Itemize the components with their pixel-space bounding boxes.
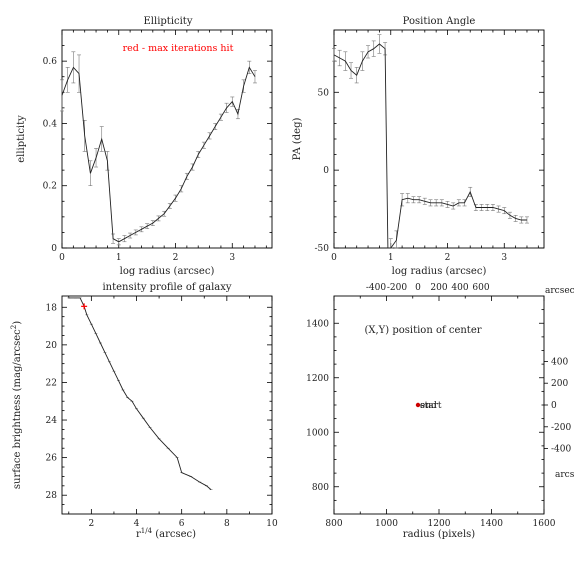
point-label-start: start	[420, 401, 442, 411]
center-position-right-axis-label: arcsec	[555, 470, 574, 480]
x-tick-label: 2	[173, 253, 179, 263]
intensity-profile-title: intensity profile of galaxy	[102, 282, 231, 293]
y-tick-label: 24	[46, 416, 58, 426]
y-tick-label: 18	[46, 303, 58, 313]
y-tick-label: 0.6	[43, 57, 58, 67]
x-tick-label: 2	[445, 253, 451, 263]
position-angle-title: Position Angle	[403, 16, 476, 27]
top-tick-label: -400	[366, 283, 386, 293]
center-position-title: (X,Y) position of center	[364, 325, 481, 336]
x-tick-label: 0	[331, 253, 337, 263]
top-tick-label: 200	[430, 283, 447, 293]
right-tick-label: -400	[551, 445, 571, 455]
intensity-profile-point-marks	[67, 297, 213, 490]
x-tick-label: 8	[224, 519, 230, 529]
x-tick-label: 1000	[375, 519, 398, 529]
y-tick-label: 1000	[306, 428, 329, 438]
ellipticity-axes	[61, 29, 273, 249]
ellipticity-error-bars	[60, 51, 257, 246]
position-angle-series-line	[333, 43, 527, 249]
x-tick-label: 3	[229, 253, 235, 263]
position-angle-axes	[333, 29, 545, 249]
right-tick-label: 200	[551, 379, 568, 389]
x-tick-label: 1200	[428, 519, 451, 529]
position-angle-ylabel: PA (deg)	[292, 118, 303, 161]
intensity-profile-axes	[61, 295, 273, 515]
ellipticity-series-line	[61, 66, 256, 243]
x-tick-label: 1	[388, 253, 394, 263]
top-tick-label: 400	[451, 283, 468, 293]
y-tick-label: -50	[315, 244, 330, 254]
right-tick-label: -200	[551, 423, 571, 433]
right-tick-label: 400	[551, 357, 568, 367]
x-tick-label: 2	[88, 519, 94, 529]
top-tick-label: 0	[415, 283, 421, 293]
ellipticity-annotation: red - max iterations hit	[123, 43, 234, 54]
center-position-xlabel: radius (pixels)	[403, 529, 475, 540]
top-tick-label: -200	[387, 283, 407, 293]
position-angle-error-bars	[332, 34, 529, 249]
y-tick-label: 0.2	[43, 182, 57, 192]
y-tick-label: 50	[318, 88, 330, 98]
y-tick-label: 800	[312, 483, 329, 493]
y-tick-label: 1200	[306, 374, 329, 384]
x-tick-label: 1400	[480, 519, 503, 529]
x-tick-label: 6	[179, 519, 185, 529]
intensity-profile-xlabel: r1/4 (arcsec)	[136, 527, 196, 540]
y-tick-label: 0	[323, 166, 329, 176]
x-tick-label: 10	[266, 519, 278, 529]
y-tick-label: 0.4	[43, 119, 58, 129]
y-tick-label: 1400	[306, 319, 329, 329]
center-position-top-axis-label: arcsec	[545, 286, 574, 296]
ellipticity-panel: Ellipticity red - max iterations hit 0 1 2…	[16, 16, 273, 277]
ellipticity-ylabel: ellipticity	[16, 115, 27, 163]
x-tick-label: 1600	[533, 519, 556, 529]
ellipticity-ticks: 0 1 2 3 0 0.2 0.4 0.6	[43, 30, 272, 263]
intensity-profile-series-line	[68, 297, 212, 490]
center-point	[415, 402, 421, 408]
ellipticity-title: Ellipticity	[144, 16, 193, 27]
y-tick-label: 20	[46, 341, 58, 351]
intensity-profile-ylabel: surface brightness (mag/arcsec2)	[10, 321, 23, 489]
y-tick-label: 26	[46, 454, 58, 464]
intensity-profile-panel: intensity profile of galaxy 2 4 6 8 10182022…	[10, 282, 278, 540]
top-tick-label: 600	[472, 283, 489, 293]
intensity-profile-highlight	[81, 303, 88, 310]
point-label-end: end	[420, 401, 437, 411]
right-tick-label: 0	[551, 401, 557, 411]
position-angle-xlabel: log radius (arcsec)	[392, 266, 487, 277]
y-tick-label: 22	[46, 378, 57, 388]
x-tick-label: 4	[134, 519, 140, 529]
y-tick-label: 0	[51, 244, 57, 254]
x-tick-label: 3	[501, 253, 507, 263]
x-tick-label: 1	[116, 253, 122, 263]
y-tick-label: 28	[46, 491, 58, 501]
x-tick-label: 0	[59, 253, 65, 263]
ellipticity-xlabel: log radius (arcsec)	[120, 266, 215, 277]
x-tick-label: 800	[325, 519, 342, 529]
